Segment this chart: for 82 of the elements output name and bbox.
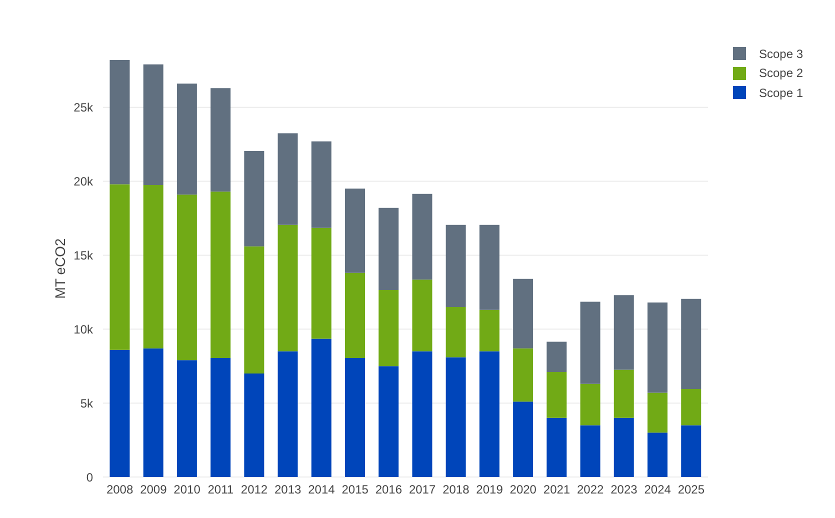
bar	[479, 224, 500, 310]
x-tick-label: 2010	[174, 482, 201, 497]
x-tick-label: 2011	[208, 482, 234, 497]
bar	[311, 228, 332, 339]
bar	[176, 194, 197, 360]
bar	[513, 348, 534, 402]
x-tick-label: 2008	[106, 482, 134, 497]
legend-label: Scope 1	[759, 86, 804, 100]
bar	[311, 141, 332, 228]
bar	[176, 360, 197, 477]
bar	[580, 384, 600, 426]
bar	[110, 60, 130, 184]
bar	[546, 372, 567, 418]
bar	[244, 373, 264, 477]
bar	[345, 358, 365, 477]
x-tick-label: 2021	[543, 482, 570, 497]
bar	[580, 425, 600, 477]
x-tick-label: 2024	[644, 482, 672, 497]
bar	[378, 208, 399, 290]
x-tick-label: 2018	[442, 482, 470, 497]
bar	[210, 358, 231, 477]
bar	[614, 418, 634, 477]
y-axis-title: MT eCO2	[52, 238, 68, 299]
bar	[244, 246, 264, 374]
bar	[546, 342, 567, 372]
bar	[345, 272, 365, 358]
bar	[110, 350, 130, 477]
bar	[278, 133, 298, 225]
x-tick-label: 2013	[274, 482, 302, 497]
y-tick-label: 0	[86, 470, 94, 484]
bar	[446, 357, 466, 477]
bar	[648, 392, 668, 433]
bar	[513, 278, 534, 348]
bar	[210, 88, 231, 192]
y-tick-label: 5k	[80, 396, 94, 410]
x-tick-label: 2020	[510, 482, 537, 497]
x-tick-label: 2023	[610, 482, 638, 497]
bar	[546, 418, 567, 477]
bar	[143, 348, 164, 477]
bar	[311, 338, 332, 477]
bar	[143, 64, 164, 185]
bar	[446, 224, 466, 307]
x-tick-label: 2019	[476, 482, 504, 497]
bar	[648, 432, 668, 477]
bar	[278, 224, 298, 352]
bar	[681, 389, 702, 426]
y-tick-label: 25k	[74, 100, 94, 115]
bar	[513, 402, 534, 477]
x-tick-label: 2012	[240, 482, 268, 497]
bar	[580, 302, 600, 384]
bar	[446, 306, 466, 358]
bar	[378, 290, 399, 366]
bar	[648, 302, 668, 393]
x-tick-label: 2016	[375, 482, 402, 497]
x-tick-label: 2015	[342, 482, 369, 497]
bar	[143, 184, 164, 348]
legend-label: Scope 3	[759, 46, 804, 61]
bar	[244, 150, 264, 246]
y-tick-label: 15k	[74, 248, 94, 262]
bar	[345, 188, 365, 273]
y-tick-label: 20k	[74, 174, 94, 189]
bar	[681, 425, 702, 477]
bar	[479, 310, 500, 352]
bar	[479, 351, 500, 477]
bar	[614, 295, 634, 370]
bar	[681, 298, 702, 390]
bar	[278, 351, 298, 477]
x-tick-label: 2025	[678, 482, 705, 497]
bar	[614, 370, 634, 418]
bar	[210, 192, 231, 358]
bar	[412, 351, 432, 477]
x-tick-label: 2022	[577, 482, 604, 497]
x-tick-label: 2014	[308, 482, 336, 497]
bar	[412, 280, 432, 352]
legend-label: Scope 2	[759, 66, 804, 80]
x-tick-label: 2017	[408, 482, 436, 497]
y-tick-label: 10k	[74, 322, 94, 336]
bar	[110, 184, 130, 350]
bar	[176, 84, 197, 195]
x-tick-label: 2009	[140, 482, 168, 497]
bar	[412, 194, 432, 280]
bar	[378, 366, 399, 477]
